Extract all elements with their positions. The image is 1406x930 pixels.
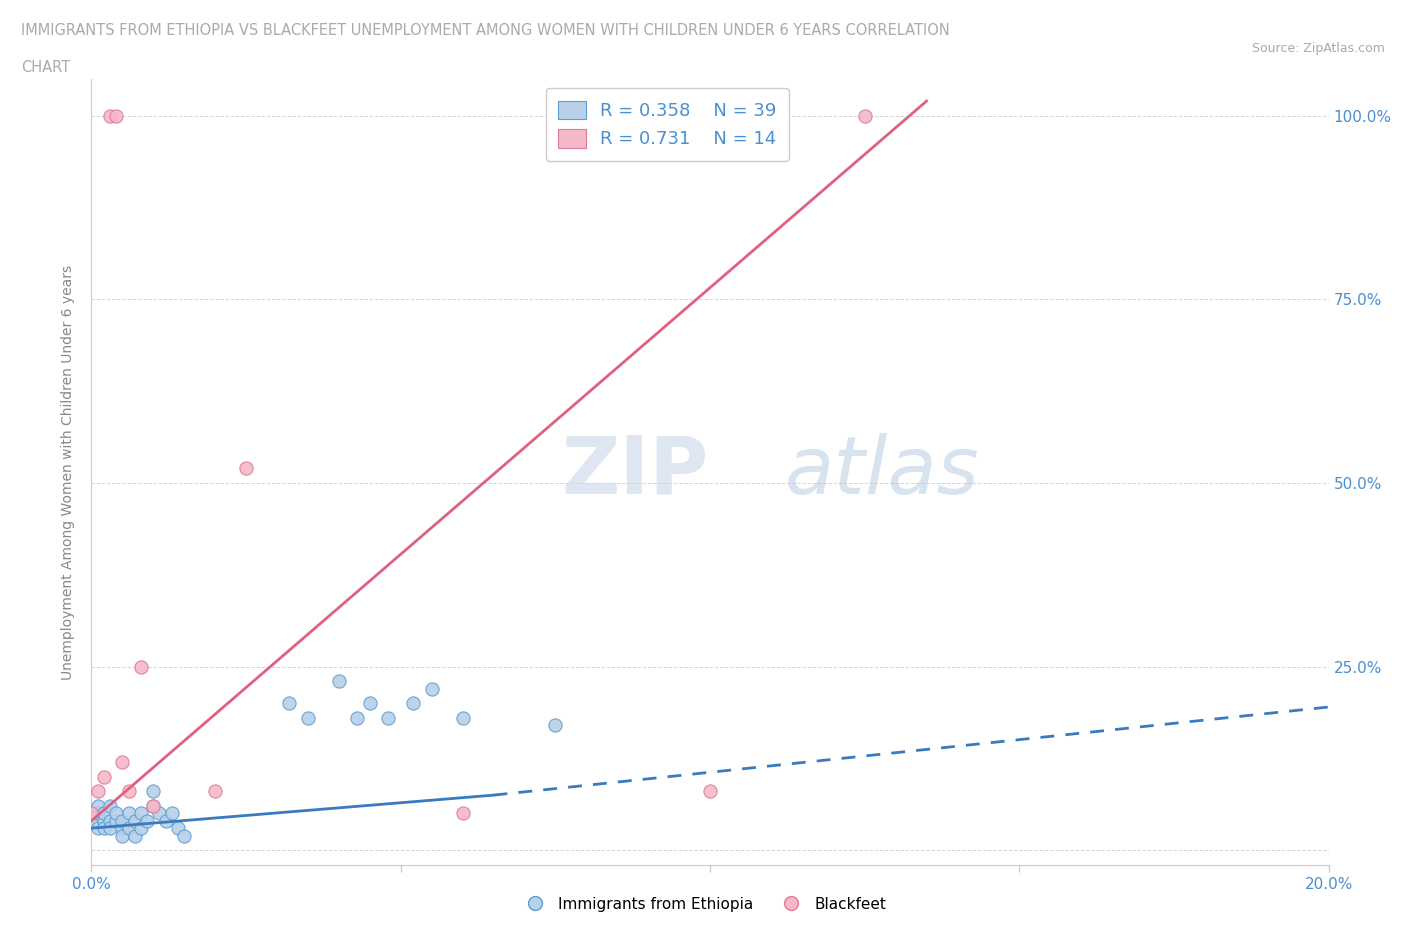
Point bbox=[80, 814, 103, 829]
Point bbox=[93, 821, 115, 836]
Point bbox=[148, 806, 170, 821]
Point bbox=[105, 806, 128, 821]
Point bbox=[98, 821, 121, 836]
Point bbox=[86, 806, 108, 821]
Y-axis label: Unemployment Among Women with Children Under 6 years: Unemployment Among Women with Children U… bbox=[62, 264, 76, 680]
Point bbox=[93, 814, 115, 829]
Point bbox=[98, 814, 121, 829]
Point bbox=[235, 461, 257, 476]
Point bbox=[117, 784, 139, 799]
Point bbox=[93, 806, 115, 821]
Point bbox=[98, 108, 121, 123]
Point bbox=[544, 718, 567, 733]
Text: Source: ZipAtlas.com: Source: ZipAtlas.com bbox=[1251, 42, 1385, 55]
Point bbox=[155, 814, 177, 829]
Point bbox=[124, 828, 146, 843]
Point bbox=[402, 696, 425, 711]
Point bbox=[160, 806, 183, 821]
Point bbox=[377, 711, 399, 725]
Point bbox=[699, 784, 721, 799]
Point bbox=[420, 681, 443, 696]
Point bbox=[297, 711, 319, 725]
Point bbox=[111, 821, 134, 836]
Point bbox=[278, 696, 301, 711]
Point bbox=[111, 754, 134, 769]
Point bbox=[136, 814, 159, 829]
Point bbox=[105, 814, 128, 829]
Point bbox=[86, 784, 108, 799]
Point bbox=[167, 821, 190, 836]
Legend: R = 0.358    N = 39, R = 0.731    N = 14: R = 0.358 N = 39, R = 0.731 N = 14 bbox=[546, 88, 789, 161]
Text: atlas: atlas bbox=[785, 433, 979, 511]
Point bbox=[328, 674, 350, 689]
Point bbox=[853, 108, 876, 123]
Point bbox=[359, 696, 381, 711]
Point bbox=[346, 711, 368, 725]
Point bbox=[129, 659, 152, 674]
Point bbox=[142, 784, 165, 799]
Point bbox=[129, 806, 152, 821]
Point bbox=[80, 806, 103, 821]
Point bbox=[117, 821, 139, 836]
Point bbox=[105, 108, 128, 123]
Point bbox=[451, 806, 474, 821]
Point bbox=[142, 799, 165, 814]
Point bbox=[86, 821, 108, 836]
Text: IMMIGRANTS FROM ETHIOPIA VS BLACKFEET UNEMPLOYMENT AMONG WOMEN WITH CHILDREN UND: IMMIGRANTS FROM ETHIOPIA VS BLACKFEET UN… bbox=[21, 23, 950, 38]
Text: CHART: CHART bbox=[21, 60, 70, 75]
Point bbox=[86, 799, 108, 814]
Point bbox=[117, 806, 139, 821]
Point bbox=[451, 711, 474, 725]
Point bbox=[173, 828, 195, 843]
Point bbox=[124, 814, 146, 829]
Point bbox=[93, 769, 115, 784]
Point bbox=[111, 814, 134, 829]
Point bbox=[98, 799, 121, 814]
Text: ZIP: ZIP bbox=[561, 433, 709, 511]
Point bbox=[129, 821, 152, 836]
Point bbox=[204, 784, 226, 799]
Point bbox=[142, 799, 165, 814]
Legend: Immigrants from Ethiopia, Blackfeet: Immigrants from Ethiopia, Blackfeet bbox=[513, 891, 893, 918]
Point bbox=[111, 828, 134, 843]
